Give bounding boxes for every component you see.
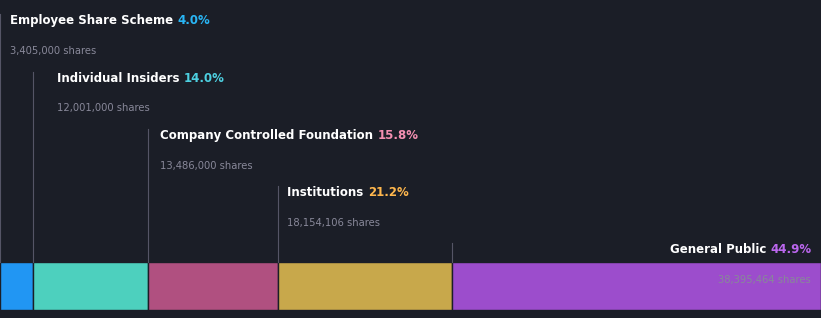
Text: 18,154,106 shares: 18,154,106 shares: [287, 218, 380, 228]
Bar: [277, 262, 452, 310]
Bar: [452, 262, 821, 310]
Text: 3,405,000 shares: 3,405,000 shares: [10, 46, 96, 56]
Text: 15.8%: 15.8%: [377, 129, 418, 142]
Text: 38,395,464 shares: 38,395,464 shares: [718, 275, 811, 285]
Text: 13,486,000 shares: 13,486,000 shares: [160, 161, 253, 170]
Bar: [0, 262, 33, 310]
Text: Company Controlled Foundation: Company Controlled Foundation: [160, 129, 377, 142]
Text: Employee Share Scheme: Employee Share Scheme: [10, 14, 177, 27]
Bar: [148, 262, 277, 310]
Text: 12,001,000 shares: 12,001,000 shares: [57, 103, 150, 113]
Text: 4.0%: 4.0%: [177, 14, 210, 27]
Text: 44.9%: 44.9%: [770, 243, 811, 256]
Text: 21.2%: 21.2%: [368, 186, 409, 199]
Text: 14.0%: 14.0%: [184, 72, 225, 85]
Bar: [33, 262, 148, 310]
Text: Institutions: Institutions: [287, 186, 368, 199]
Text: General Public: General Public: [669, 243, 770, 256]
Text: Individual Insiders: Individual Insiders: [57, 72, 184, 85]
